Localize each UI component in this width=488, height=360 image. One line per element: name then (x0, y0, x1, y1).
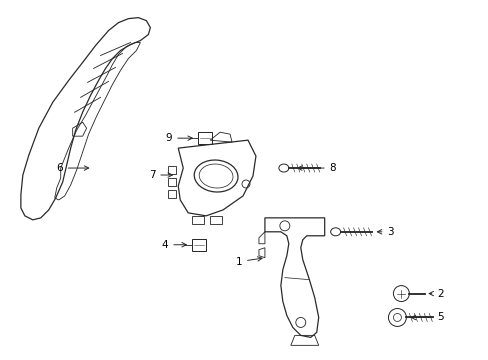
Text: 2: 2 (428, 289, 443, 298)
Text: 9: 9 (165, 133, 192, 143)
Text: 4: 4 (162, 240, 186, 250)
Text: 7: 7 (148, 170, 172, 180)
Text: 6: 6 (56, 163, 88, 173)
Text: 3: 3 (377, 227, 393, 237)
Text: 5: 5 (410, 312, 443, 323)
Text: 1: 1 (235, 257, 262, 267)
Bar (192, 239, 206, 251)
Bar (198, 132, 212, 144)
Text: 8: 8 (297, 163, 336, 173)
